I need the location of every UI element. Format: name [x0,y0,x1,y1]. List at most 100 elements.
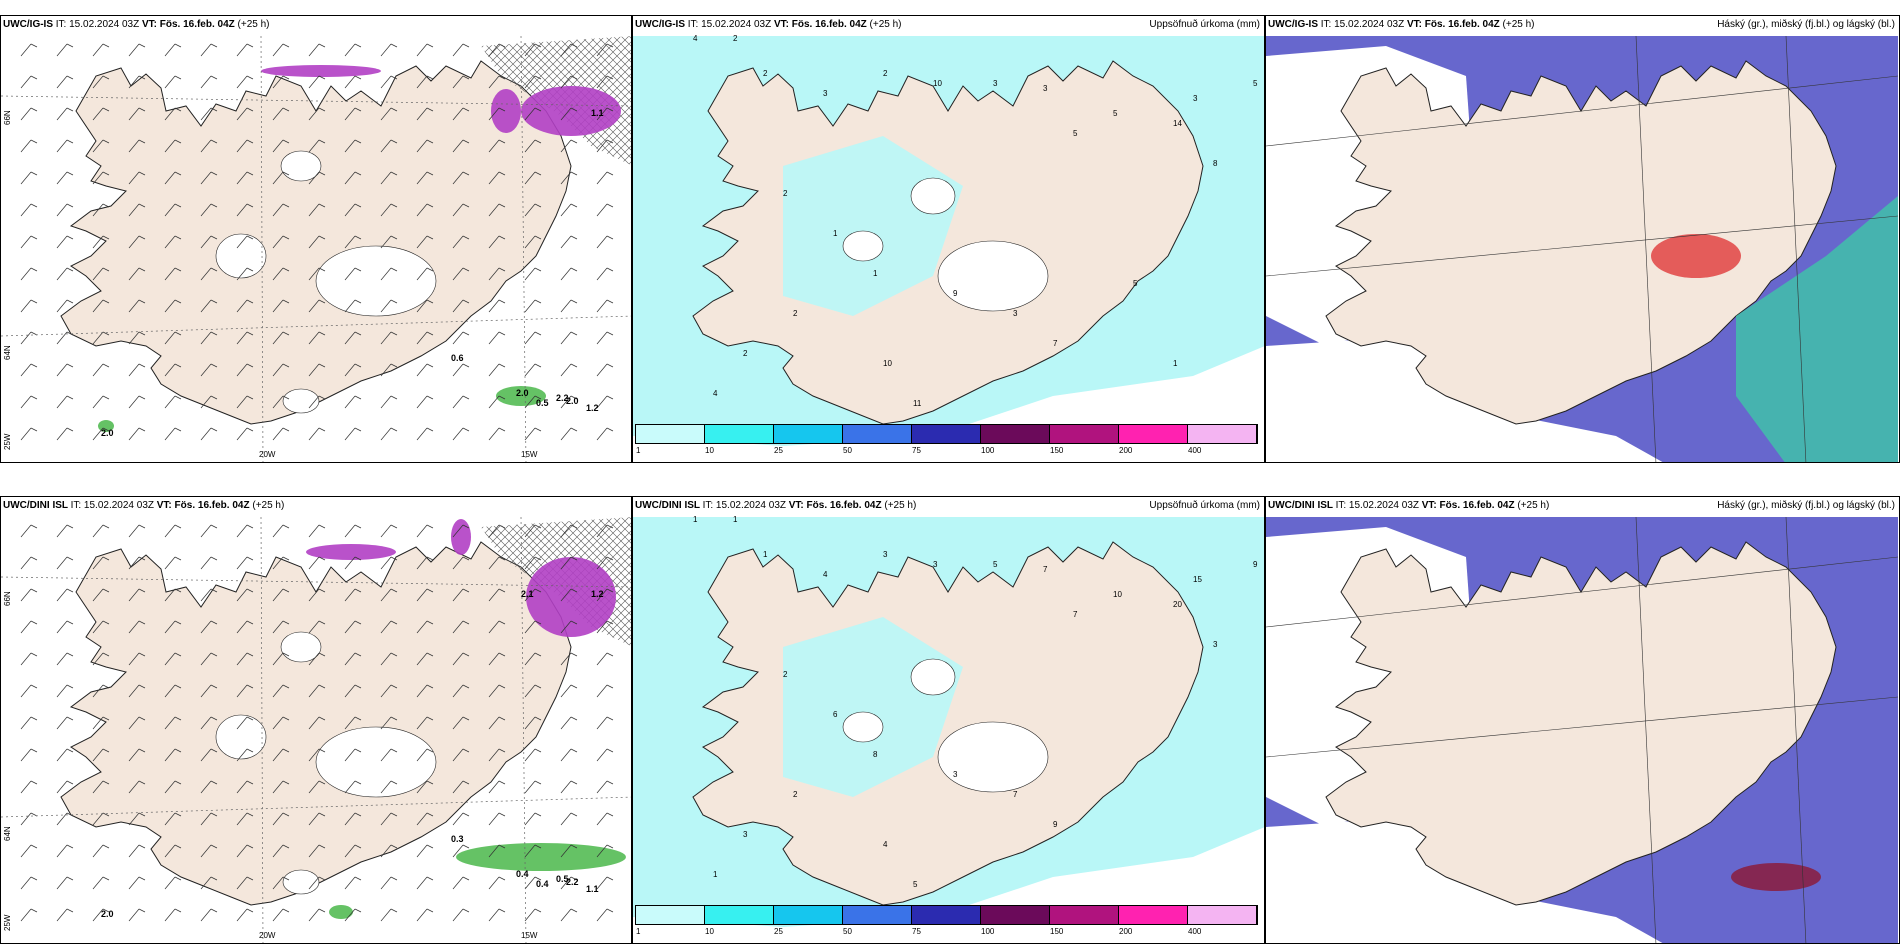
glacier-area [937,240,1049,312]
wind-barb [560,620,572,634]
latitude-label: 64N [3,826,12,841]
wind-barb [236,652,248,666]
wind-barb [272,908,284,922]
wind-barb [200,363,212,377]
colorbar-swatch [705,906,774,924]
precip-value-label: 1 [1173,359,1178,368]
precip-value-label: 9 [1053,820,1058,829]
wind-barb [488,75,500,89]
wind-barb [56,235,68,249]
wind-barb [524,203,536,217]
wind-barb [56,908,68,922]
valid-time: VT: Fös. 16.feb. 04Z [773,19,870,30]
wind-barb [128,363,140,377]
wind-barb [452,748,464,762]
wind-barb [20,556,32,570]
wind-barb [416,876,428,890]
colorbar-swatch [636,425,705,443]
colorbar-tick-label: 10 [705,446,714,455]
wind-barb [308,363,320,377]
glacier-area [282,388,320,414]
colorbar-tick-label: 50 [843,446,852,455]
wind-barb [128,588,140,602]
valid-time: VT: Fös. 16.feb. 04Z [788,500,885,511]
wind-barb [560,876,572,890]
icing-area [521,86,621,136]
wind-barb [236,908,248,922]
precip-value-label: 1 [693,515,698,524]
wind-barb [380,588,392,602]
wind-barb [272,780,284,794]
icing-value-label: 2.0 [516,388,529,398]
colorbar-swatch [774,906,843,924]
wind-barb [380,652,392,666]
wind-barb [56,171,68,185]
wind-barb [488,107,500,121]
wind-barb [272,876,284,890]
precip-value-label: 20 [1173,600,1182,609]
wind-barb [344,395,356,409]
wind-barb [452,43,464,57]
wind-barb [380,395,392,409]
colorbar-tick-label: 150 [1050,446,1064,455]
wind-barb [380,812,392,826]
wind-barb [200,395,212,409]
wind-barb [380,363,392,377]
wind-barb [56,139,68,153]
wind-barb [416,684,428,698]
precip-value-label: 3 [1013,309,1018,318]
wind-barb [308,75,320,89]
wind-barb [164,171,176,185]
wind-barb [92,556,104,570]
wind-barb [452,203,464,217]
wind-barb [344,716,356,730]
wind-barb [380,876,392,890]
wind-barb [380,620,392,634]
wind-barb [308,556,320,570]
panel-title: UWC/DINI ISL IT: 15.02.2024 03Z VT: Fös.… [3,500,284,511]
wind-barb [164,716,176,730]
wind-barb [272,716,284,730]
glacier-area [842,230,884,262]
precip-value-label: 1 [833,229,838,238]
wind-barb [200,43,212,57]
colorbar-tick-label: 25 [774,927,783,936]
model-name: UWC/DINI ISL [635,500,703,511]
wind-barb [20,652,32,666]
colorbar-tick-label: 150 [1050,927,1064,936]
wind-barb [200,299,212,313]
wind-barb [164,908,176,922]
colorbar-swatch [1188,906,1257,924]
colorbar-swatch [843,906,912,924]
wind-barb [416,235,428,249]
lead-time: (+25 h) [252,500,285,511]
latitude-label: 25W [3,433,12,450]
wind-barb [416,556,428,570]
icing-area [491,89,521,133]
wind-barb [128,684,140,698]
wind-barb [488,171,500,185]
panel-title: UWC/DINI ISL IT: 15.02.2024 03Z VT: Fös.… [1268,500,1549,511]
wind-barb [380,684,392,698]
map-canvas: 1 1 1 4 3 3 5 7 7 10 20 15 3 9 2 6 8 2 3 1 4 5 3 7 9 [633,515,1264,927]
wind-barb [380,748,392,762]
panel-dini-precip: UWC/DINI ISL IT: 15.02.2024 03Z VT: Fös.… [632,496,1265,944]
wind-barb [200,139,212,153]
wind-barb [56,876,68,890]
wind-barb [20,844,32,858]
wind-barb [596,748,608,762]
wind-barb [272,620,284,634]
colorbar-tick-label: 1 [636,927,641,936]
wind-barb [92,844,104,858]
wind-barb [308,43,320,57]
wind-barb [128,652,140,666]
wind-barb [92,395,104,409]
glacier-area [280,631,322,663]
icing-value-label: 1.2 [591,589,604,599]
precip-value-label: 3 [1193,94,1198,103]
precip-value-label: 4 [713,389,718,398]
wind-barb [488,908,500,922]
wind-barb [416,748,428,762]
wind-barb [272,844,284,858]
wind-barb [524,716,536,730]
